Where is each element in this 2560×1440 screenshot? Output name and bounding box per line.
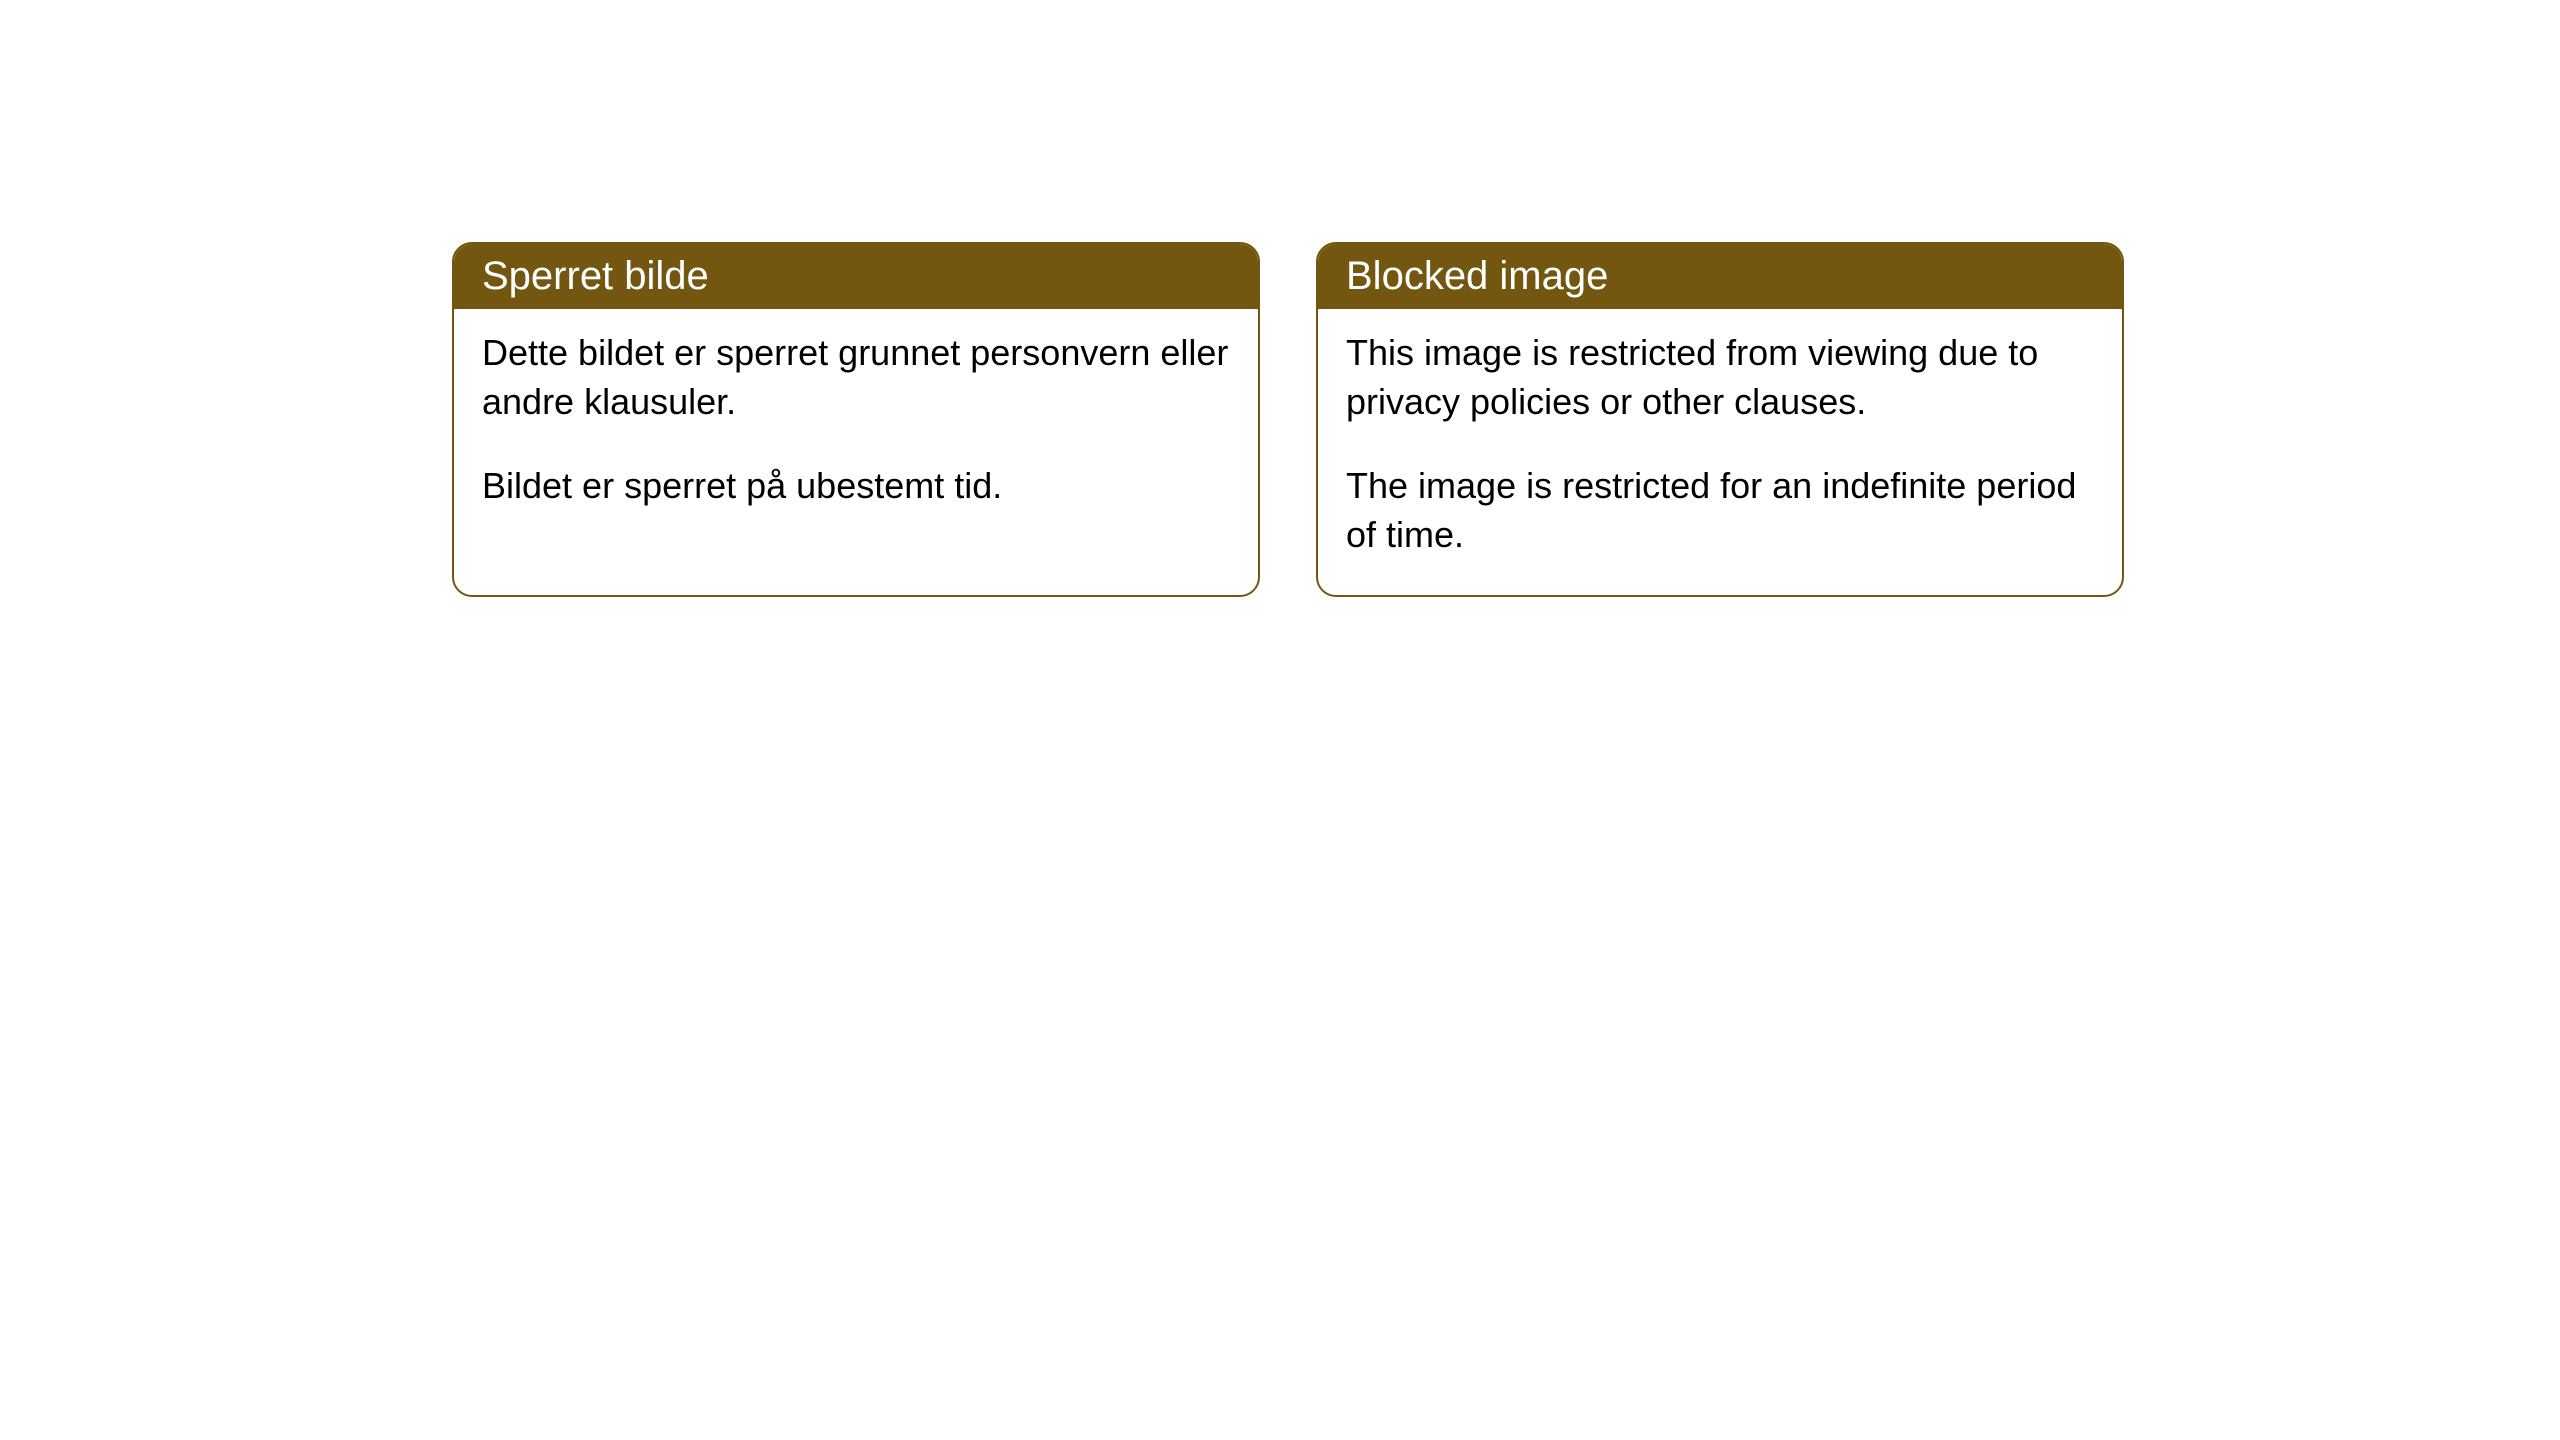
- notice-paragraph: The image is restricted for an indefinit…: [1346, 462, 2094, 559]
- notice-title: Blocked image: [1346, 254, 1608, 298]
- notice-paragraph: This image is restricted from viewing du…: [1346, 329, 2094, 426]
- notice-paragraph: Bildet er sperret på ubestemt tid.: [482, 462, 1230, 511]
- notice-body: Dette bildet er sperret grunnet personve…: [454, 309, 1258, 547]
- notice-card-norwegian: Sperret bilde Dette bildet er sperret gr…: [452, 242, 1260, 597]
- notice-body: This image is restricted from viewing du…: [1318, 309, 2122, 595]
- notice-title: Sperret bilde: [482, 254, 709, 298]
- notice-cards-container: Sperret bilde Dette bildet er sperret gr…: [452, 242, 2124, 597]
- notice-header: Blocked image: [1318, 244, 2122, 309]
- notice-paragraph: Dette bildet er sperret grunnet personve…: [482, 329, 1230, 426]
- notice-card-english: Blocked image This image is restricted f…: [1316, 242, 2124, 597]
- notice-header: Sperret bilde: [454, 244, 1258, 309]
